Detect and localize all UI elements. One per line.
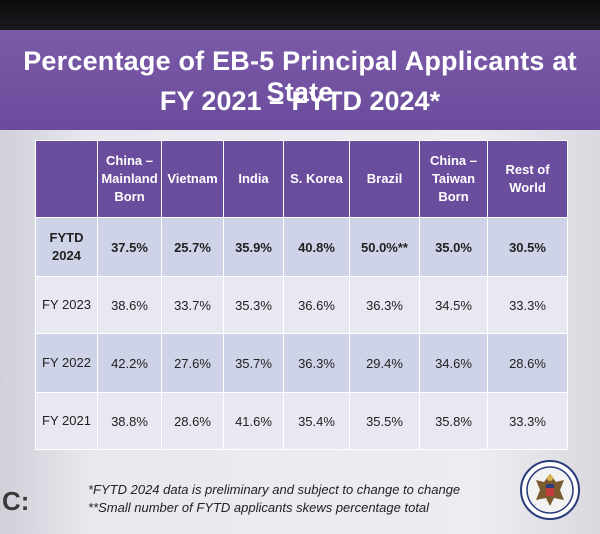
department-of-state-seal-icon (520, 460, 580, 520)
header-line: Mainland (101, 171, 158, 186)
row-label: FYTD 2024 (35, 217, 98, 277)
slide-subtitle: FY 2021 – FYTD 2024* (159, 86, 441, 116)
header-vietnam: Vietnam (161, 140, 224, 218)
table-cell: 33.3% (487, 276, 568, 334)
table-cell: 50.0%** (349, 217, 420, 277)
table-cell: 25.7% (161, 217, 224, 277)
slide-title: Percentage of EB-5 Principal Applicants … (23, 46, 577, 107)
table-cell: 34.5% (419, 276, 488, 334)
header-line: Taiwan (431, 171, 476, 186)
header-line: Rest of (505, 162, 550, 177)
header-corner (35, 140, 98, 218)
table-cell: 29.4% (349, 333, 420, 393)
table-cell: 28.6% (487, 333, 568, 393)
row-label: FY 2023 (35, 276, 98, 334)
table-cell: 35.8% (419, 392, 488, 450)
header-line: Born (438, 189, 469, 204)
header-line: China – (430, 153, 477, 168)
room-dark-top (0, 0, 600, 32)
title-banner: Percentage of EB-5 Principal Applicants … (0, 30, 600, 130)
table-cell: 38.8% (97, 392, 162, 450)
row-label-line: FYTD (49, 230, 84, 245)
table-cell: 40.8% (283, 217, 350, 277)
eb5-table: China – Mainland Born Vietnam India S. K… (35, 140, 568, 450)
table-cell: 38.6% (97, 276, 162, 334)
row-label: FY 2022 (35, 333, 98, 393)
table-cell: 36.6% (283, 276, 350, 334)
table-cell: 42.2% (97, 333, 162, 393)
row-label: FY 2021 (35, 392, 98, 450)
table-cell: 35.0% (419, 217, 488, 277)
row-label-line: 2024 (52, 248, 81, 263)
header-china-mainland: China – Mainland Born (97, 140, 162, 218)
table-cell: 28.6% (161, 392, 224, 450)
header-india: India (223, 140, 284, 218)
header-line: World (509, 180, 546, 195)
footnote-preliminary: *FYTD 2024 data is preliminary and subje… (88, 482, 461, 497)
table-cell: 35.5% (349, 392, 420, 450)
table-row-fytd-2024: FYTD 2024 37.5% 25.7% 35.9% 40.8% 50.0%*… (35, 217, 568, 277)
table-cell: 27.6% (161, 333, 224, 393)
table-cell: 33.3% (487, 392, 568, 450)
table-cell: 34.6% (419, 333, 488, 393)
table-row-fy-2022: FY 2022 42.2% 27.6% 35.7% 36.3% 29.4% 34… (35, 333, 568, 393)
header-line: Born (114, 189, 145, 204)
table-cell: 41.6% (223, 392, 284, 450)
footnotes: *FYTD 2024 data is preliminary and subje… (88, 481, 518, 517)
table-cell: 36.3% (349, 276, 420, 334)
left-logo: C: (2, 486, 30, 516)
table-cell: 35.3% (223, 276, 284, 334)
footnote-small-sample: **Small number of FYTD applicants skews … (88, 500, 430, 515)
table-row-fy-2023: FY 2023 38.6% 33.7% 35.3% 36.6% 36.3% 34… (35, 276, 568, 334)
table-cell: 30.5% (487, 217, 568, 277)
table-cell: 33.7% (161, 276, 224, 334)
table-cell: 35.9% (223, 217, 284, 277)
table-cell: 35.4% (283, 392, 350, 450)
header-china-taiwan: China – Taiwan Born (419, 140, 488, 218)
table-cell: 36.3% (283, 333, 350, 393)
header-row: China – Mainland Born Vietnam India S. K… (35, 140, 568, 218)
table-cell: 35.7% (223, 333, 284, 393)
header-rest-of-world: Rest of World (487, 140, 568, 218)
header-line: China – (106, 153, 153, 168)
header-brazil: Brazil (349, 140, 420, 218)
header-s-korea: S. Korea (283, 140, 350, 218)
table-row-fy-2021: FY 2021 38.8% 28.6% 41.6% 35.4% 35.5% 35… (35, 392, 568, 450)
table-cell: 37.5% (97, 217, 162, 277)
